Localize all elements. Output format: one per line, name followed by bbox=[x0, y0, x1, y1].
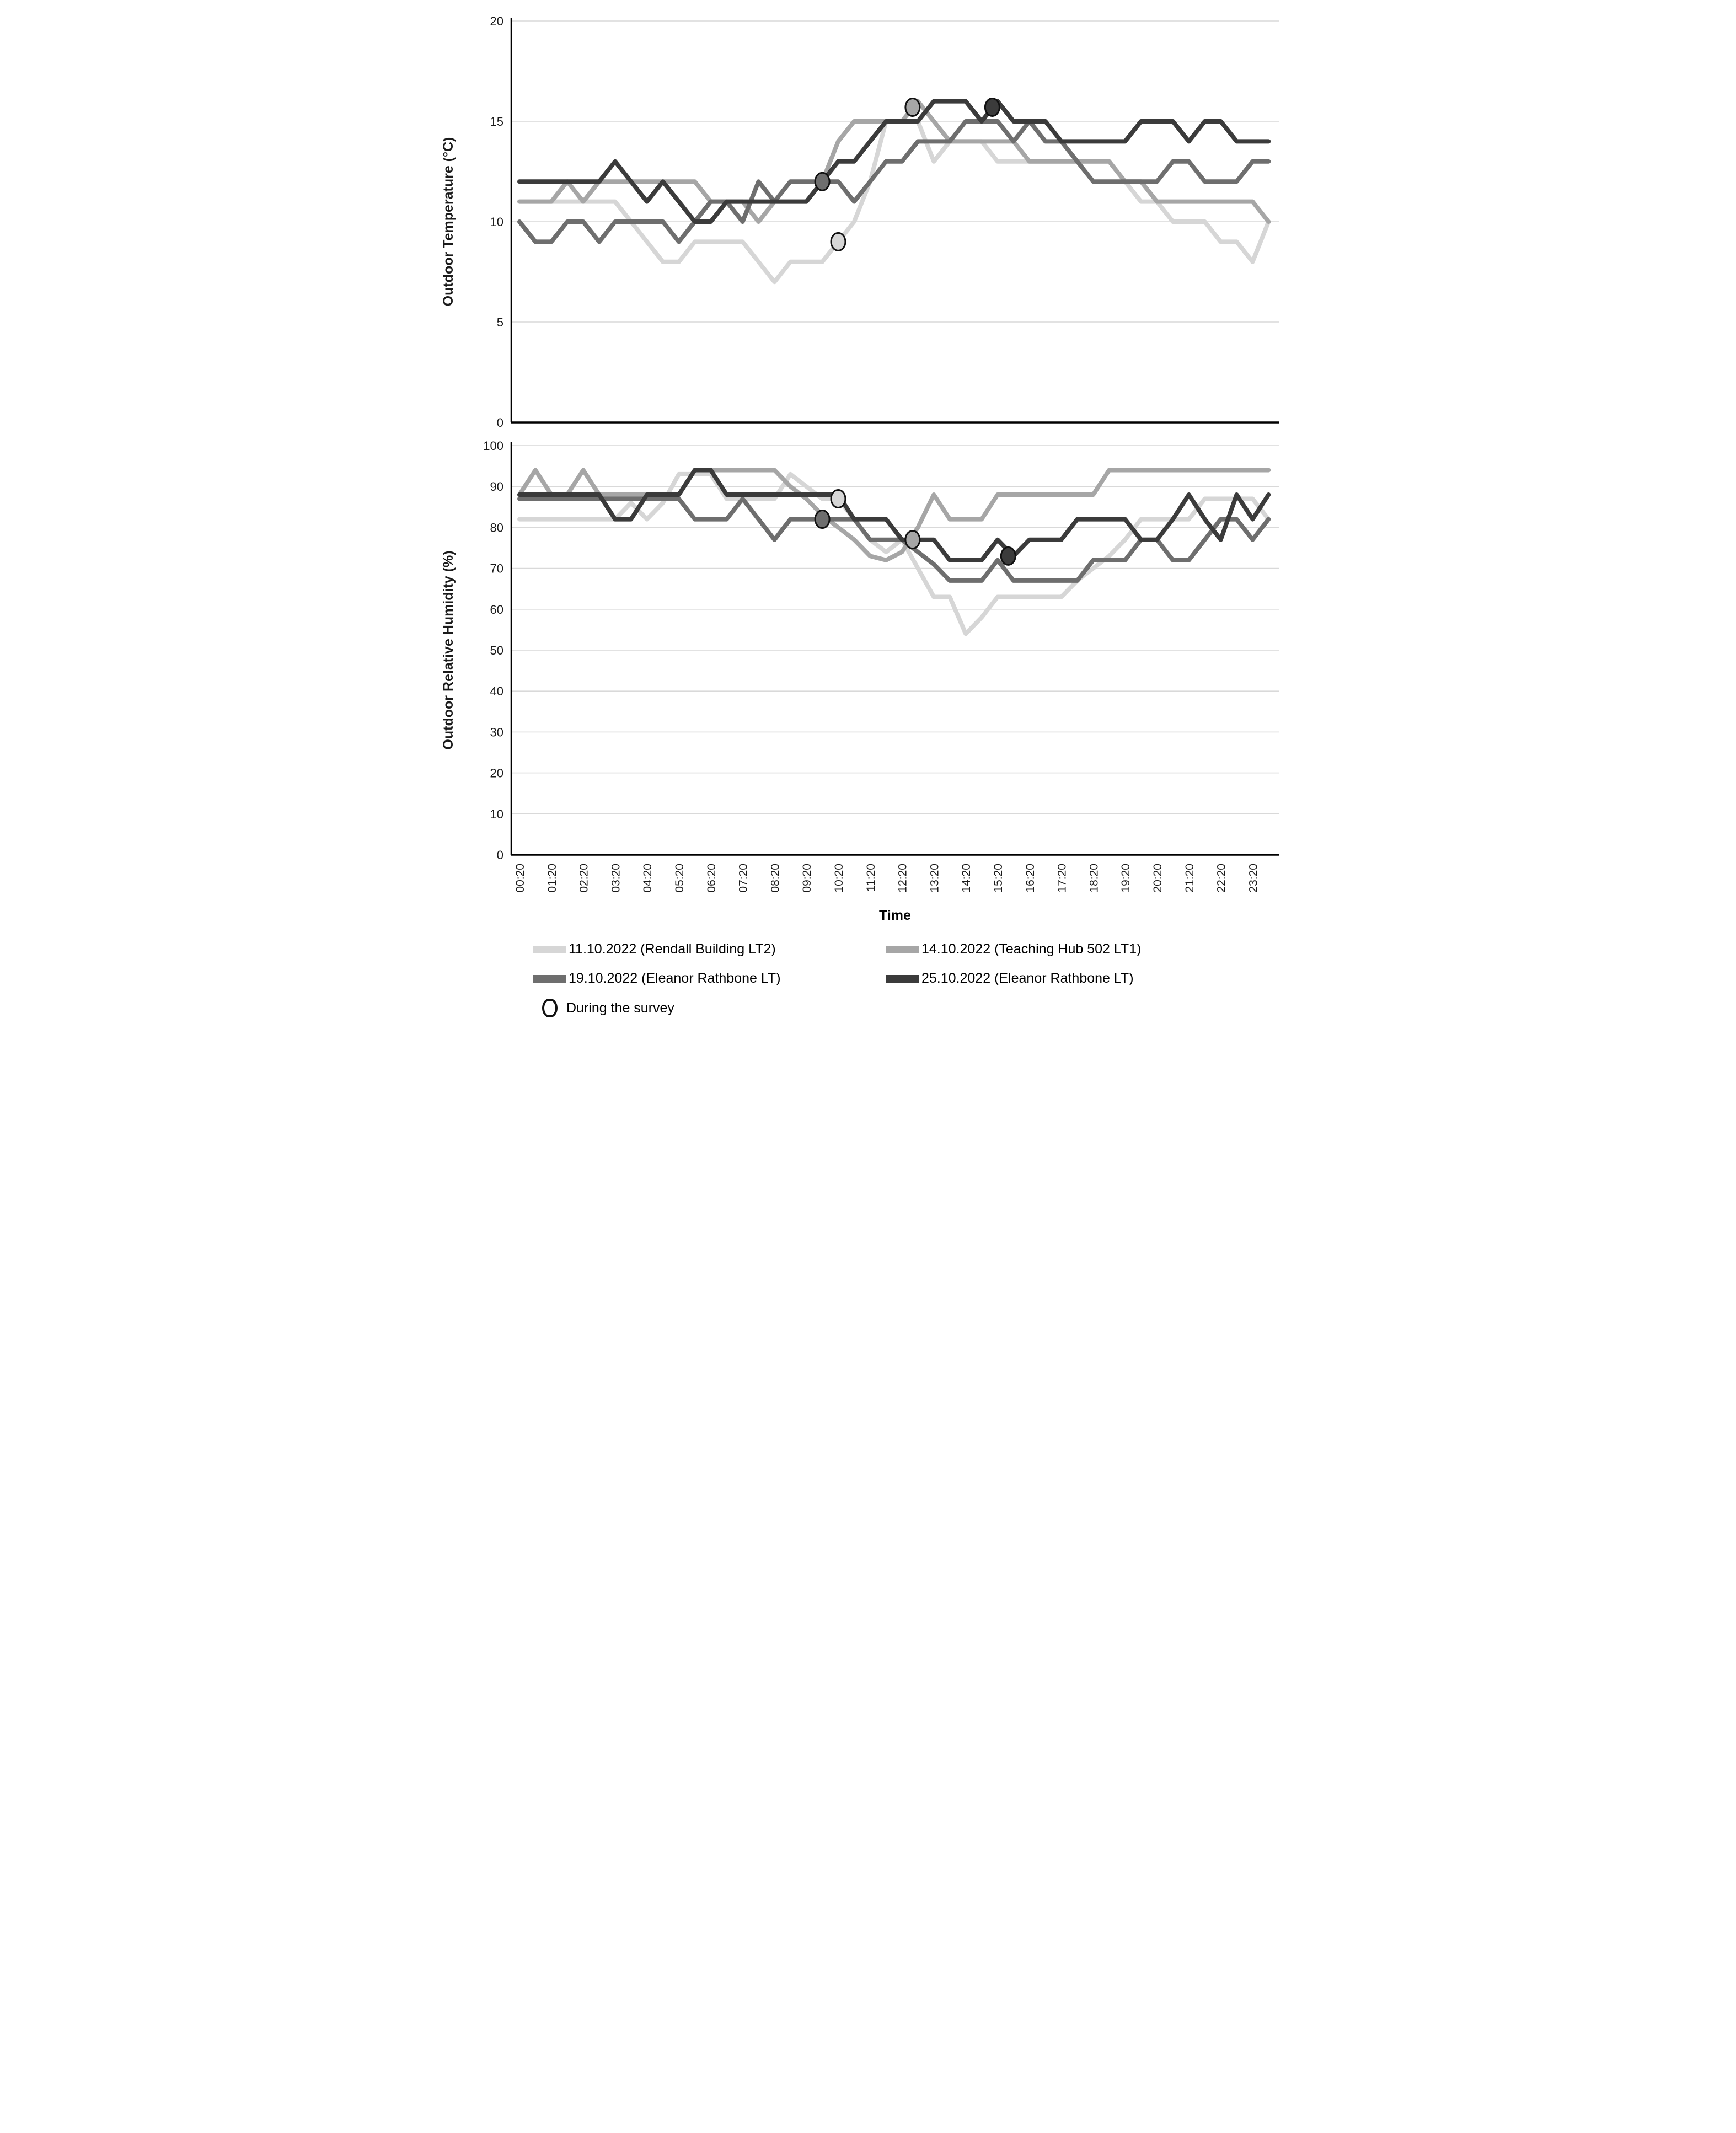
survey-marker bbox=[1000, 546, 1016, 566]
x-tick-label: 13:20 bbox=[928, 864, 941, 893]
x-tick-label: 15:20 bbox=[992, 864, 1005, 893]
x-tick-label: 23:20 bbox=[1247, 864, 1260, 893]
series-line-11.10.2022 bbox=[517, 471, 1271, 636]
survey-marker bbox=[814, 172, 831, 191]
legend-item-25-10-2022: 25.10.2022 (Eleanor Rathbone LT) bbox=[886, 971, 1239, 987]
x-tick-label: 11:20 bbox=[865, 864, 877, 892]
x-tick-label: 03:20 bbox=[609, 864, 622, 893]
legend-label-19-10-2022: 19.10.2022 (Eleanor Rathbone LT) bbox=[569, 971, 781, 986]
x-tick-label: 16:20 bbox=[1024, 864, 1037, 893]
y-tick-label: 5 bbox=[497, 315, 503, 329]
x-tick-label: 19:20 bbox=[1119, 864, 1132, 893]
series-line-25.10.2022 bbox=[517, 99, 1271, 224]
y-tick-label: 10 bbox=[490, 215, 503, 229]
x-tick-label: 20:20 bbox=[1151, 864, 1164, 893]
y-tick-label: 100 bbox=[483, 439, 503, 453]
legend-label-survey: During the survey bbox=[566, 1000, 674, 1016]
legend-swatch-11-10-2022 bbox=[533, 945, 566, 953]
legend: 11.10.2022 (Rendall Building LT2) 14.10.… bbox=[533, 941, 1302, 987]
x-tick-label: 08:20 bbox=[769, 864, 781, 893]
x-tick-label: 09:20 bbox=[801, 864, 813, 893]
legend-label-14-10-2022: 14.10.2022 (Teaching Hub 502 LT1) bbox=[921, 941, 1142, 957]
y-tick-label: 30 bbox=[490, 725, 503, 739]
legend-item-19-10-2022: 19.10.2022 (Eleanor Rathbone LT) bbox=[533, 971, 886, 987]
figure-root: 0 5 10 15 20 Outdoor Temperature (°C) 0 10 20 30… bbox=[434, 0, 1302, 1017]
y-tick-label: 0 bbox=[497, 848, 503, 862]
legend-swatch-25-10-2022 bbox=[886, 974, 919, 983]
survey-marker bbox=[814, 510, 831, 529]
survey-marker bbox=[830, 489, 846, 508]
legend-item-14-10-2022: 14.10.2022 (Teaching Hub 502 LT1) bbox=[886, 941, 1239, 957]
legend-survey-row: During the survey bbox=[542, 999, 1302, 1017]
temperature-chart: 0 5 10 15 20 Outdoor Temperature (°C) bbox=[434, 3, 1302, 429]
y-axis-title: Outdoor Relative Humidity (%) bbox=[441, 550, 456, 749]
series-line-19.10.2022 bbox=[517, 119, 1271, 244]
x-tick-label: 22:20 bbox=[1215, 864, 1228, 893]
y-axis-title: Outdoor Temperature (°C) bbox=[441, 137, 456, 307]
y-tick-label: 20 bbox=[490, 767, 503, 780]
legend-swatch-19-10-2022 bbox=[533, 974, 566, 983]
survey-marker bbox=[830, 232, 846, 251]
y-tick-label: 40 bbox=[490, 684, 503, 698]
survey-marker bbox=[904, 530, 921, 550]
legend-label-25-10-2022: 25.10.2022 (Eleanor Rathbone LT) bbox=[921, 971, 1134, 986]
series-line-25.10.2022 bbox=[517, 468, 1271, 562]
x-tick-label: 21:20 bbox=[1183, 864, 1196, 893]
y-tick-label: 10 bbox=[490, 807, 503, 821]
survey-marker bbox=[984, 98, 1000, 117]
x-axis-title: Time bbox=[879, 908, 911, 923]
y-tick-label: 0 bbox=[497, 416, 503, 429]
x-tick-label: 17:20 bbox=[1056, 864, 1069, 893]
legend-swatch-14-10-2022 bbox=[886, 945, 919, 953]
y-tick-label: 20 bbox=[490, 14, 503, 28]
y-tick-label: 15 bbox=[490, 115, 503, 128]
legend-label-11-10-2022: 11.10.2022 (Rendall Building LT2) bbox=[569, 941, 776, 957]
x-tick-label: 00:20 bbox=[514, 864, 527, 893]
x-tick-label: 05:20 bbox=[673, 864, 686, 893]
y-tick-label: 90 bbox=[490, 480, 503, 494]
legend-item-11-10-2022: 11.10.2022 (Rendall Building LT2) bbox=[533, 941, 886, 957]
humidity-chart: 0 10 20 30 40 50 60 70 80 90 100 Outdoor Relative H… bbox=[434, 429, 1302, 939]
y-tick-label: 70 bbox=[490, 562, 503, 576]
x-tick-label: 12:20 bbox=[897, 864, 909, 893]
survey-marker-icon bbox=[542, 999, 558, 1017]
y-tick-label: 50 bbox=[490, 644, 503, 657]
humidity-plot: 0 10 20 30 40 50 60 70 80 90 100 Outdoor Relative H… bbox=[441, 439, 1279, 923]
x-tick-label: 18:20 bbox=[1087, 864, 1100, 893]
x-tick-label: 06:20 bbox=[705, 864, 718, 893]
temperature-plot: 0 5 10 15 20 Outdoor Temperature (°C) bbox=[441, 14, 1279, 429]
x-tick-label: 02:20 bbox=[578, 864, 591, 893]
x-tick-label: 10:20 bbox=[833, 864, 845, 893]
y-tick-label: 80 bbox=[490, 521, 503, 534]
x-tick-label: 01:20 bbox=[546, 864, 559, 893]
x-tick-label: 07:20 bbox=[737, 864, 750, 893]
x-tick-label: 04:20 bbox=[641, 864, 654, 893]
survey-marker bbox=[904, 98, 921, 117]
series-line-14.10.2022 bbox=[517, 468, 1271, 562]
x-tick-label: 14:20 bbox=[960, 864, 973, 893]
y-tick-label: 60 bbox=[490, 603, 503, 617]
